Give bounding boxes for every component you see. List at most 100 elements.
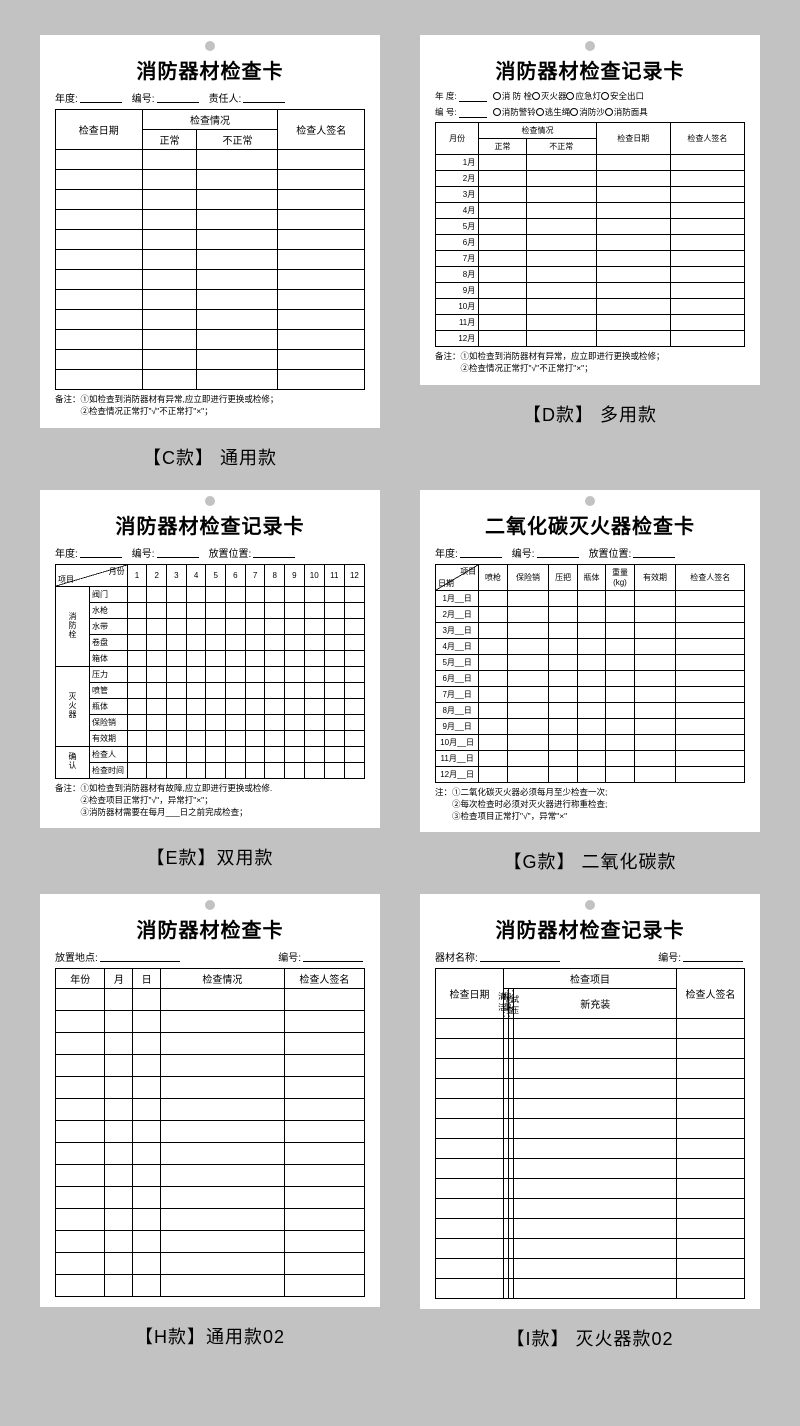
table-row: 6月__日: [436, 670, 745, 686]
checkbox-icon: [536, 108, 544, 116]
table-row: 7月: [436, 251, 745, 267]
table-row: [436, 1099, 745, 1119]
table-row: 确认检查人: [56, 746, 365, 762]
table-row: 瓶体: [56, 698, 365, 714]
table-row: [436, 1239, 745, 1259]
card-caption: 【I款】 灭火器款02: [506, 1325, 673, 1351]
card-meta: 年度: 编号: 责任人:: [55, 90, 365, 105]
table-row: [436, 1179, 745, 1199]
card-meta2: 编 号: 消防警铃 逃生绳 消防沙 消防面具: [435, 106, 745, 118]
table-row: 有效期: [56, 730, 365, 746]
table-row: [436, 1059, 745, 1079]
table-row: [56, 330, 365, 350]
table-row: 4月: [436, 203, 745, 219]
table-row: [56, 1165, 365, 1187]
table-row: 水带: [56, 618, 365, 634]
table-row: [56, 1231, 365, 1253]
table-row: 5月: [436, 219, 745, 235]
card-notes: 备注：①如检查到消防器材有异常,应立即进行更换或检修； ②检查情况正常打"√"不…: [55, 394, 365, 418]
card-notes: 备注：①如检查到消防器材有异常，应立即进行更换或检修； ②检查情况正常打"√"不…: [435, 351, 745, 375]
table-row: [436, 1159, 745, 1179]
table-c: 检查日期检查情况检查人签名 正常不正常: [55, 109, 365, 390]
card-caption: 【H款】通用款02: [135, 1323, 285, 1349]
punch-hole: [205, 41, 215, 51]
table-row: [56, 1275, 365, 1297]
table-row: [56, 150, 365, 170]
table-row: [56, 1253, 365, 1275]
table-row: [436, 1279, 745, 1299]
checkbox-icon: [493, 92, 501, 100]
table-row: [56, 210, 365, 230]
table-row: 3月__日: [436, 622, 745, 638]
table-row: [436, 1259, 745, 1279]
punch-hole: [585, 496, 595, 506]
table-row: 9月: [436, 283, 745, 299]
card-caption: 【E款】双用款: [146, 844, 273, 870]
card-title: 消防器材检查卡: [55, 914, 365, 943]
table-row: 9月__日: [436, 718, 745, 734]
card-title: 消防器材检查记录卡: [435, 914, 745, 943]
card-meta: 器材名称: 编号:: [435, 949, 745, 964]
card-e: 消防器材检查记录卡 年度: 编号: 放置位置: 月份项目123456789101…: [40, 490, 380, 829]
table-row: [56, 1121, 365, 1143]
card-g: 二氧化碳灭火器检查卡 年度: 编号: 放置位置: 项目日期喷枪保险销压把瓶体重量…: [420, 490, 760, 833]
table-row: [56, 170, 365, 190]
table-row: [436, 1079, 745, 1099]
punch-hole: [205, 496, 215, 506]
table-row: [56, 370, 365, 390]
table-row: [436, 1199, 745, 1219]
table-e: 月份项目123456789101112 消防栓阀门水枪水带卷盘箱体灭火器压力喷管…: [55, 564, 365, 779]
table-row: 12月__日: [436, 766, 745, 782]
card-i: 消防器材检查记录卡 器材名称: 编号: 检查日期检查项目检查人签名 清洁检查称重…: [420, 894, 760, 1309]
table-row: [436, 1139, 745, 1159]
table-row: 3月: [436, 187, 745, 203]
checkbox-icon: [605, 108, 613, 116]
table-row: [56, 310, 365, 330]
table-row: 11月__日: [436, 750, 745, 766]
table-row: 10月: [436, 299, 745, 315]
table-row: 6月: [436, 235, 745, 251]
table-row: 7月__日: [436, 686, 745, 702]
table-d: 月份检查情况检查日期检查人签名 正常不正常 1月2月3月4月5月6月7月8月9月…: [435, 122, 745, 347]
checkbox-icon: [601, 92, 609, 100]
table-row: 喷管: [56, 682, 365, 698]
table-row: 卷盘: [56, 634, 365, 650]
table-row: [56, 1055, 365, 1077]
table-row: [436, 1219, 745, 1239]
checkbox-icon: [570, 108, 578, 116]
checkbox-icon: [493, 108, 501, 116]
table-row: 5月__日: [436, 654, 745, 670]
table-row: 10月__日: [436, 734, 745, 750]
table-row: [56, 1099, 365, 1121]
table-row: 8月: [436, 267, 745, 283]
card-title: 消防器材检查卡: [55, 55, 365, 84]
punch-hole: [205, 900, 215, 910]
table-row: 1月: [436, 155, 745, 171]
table-row: 1月__日: [436, 590, 745, 606]
card-caption: 【G款】 二氧化碳款: [503, 848, 676, 874]
table-row: [56, 1011, 365, 1033]
card-title: 消防器材检查记录卡: [55, 510, 365, 539]
table-row: [56, 1077, 365, 1099]
card-meta: 放置地点: 编号:: [55, 949, 365, 964]
table-row: 检查时间: [56, 762, 365, 778]
card-meta: 年 度: 消 防 栓 灭火器 应急灯 安全出口: [435, 90, 745, 102]
table-row: [56, 989, 365, 1011]
table-row: [436, 1019, 745, 1039]
table-row: [436, 1039, 745, 1059]
table-row: [56, 1143, 365, 1165]
table-row: 保险销: [56, 714, 365, 730]
table-row: 12月: [436, 331, 745, 347]
table-row: 2月: [436, 171, 745, 187]
card-h: 消防器材检查卡 放置地点: 编号: 年份月日检查情况检查人签名: [40, 894, 380, 1307]
table-row: 箱体: [56, 650, 365, 666]
card-notes: 注：①二氧化碳灭火器必须每月至少检查一次; ②每次检查时必须对灭火器进行称重检查…: [435, 787, 745, 823]
table-row: [56, 1187, 365, 1209]
card-caption: 【C款】 通用款: [143, 444, 277, 470]
table-row: [56, 250, 365, 270]
card-title: 二氧化碳灭火器检查卡: [435, 510, 745, 539]
punch-hole: [585, 900, 595, 910]
table-row: [436, 1119, 745, 1139]
card-c: 消防器材检查卡 年度: 编号: 责任人: 检查日期检查情况检查人签名 正常不正常…: [40, 35, 380, 428]
table-row: [56, 350, 365, 370]
